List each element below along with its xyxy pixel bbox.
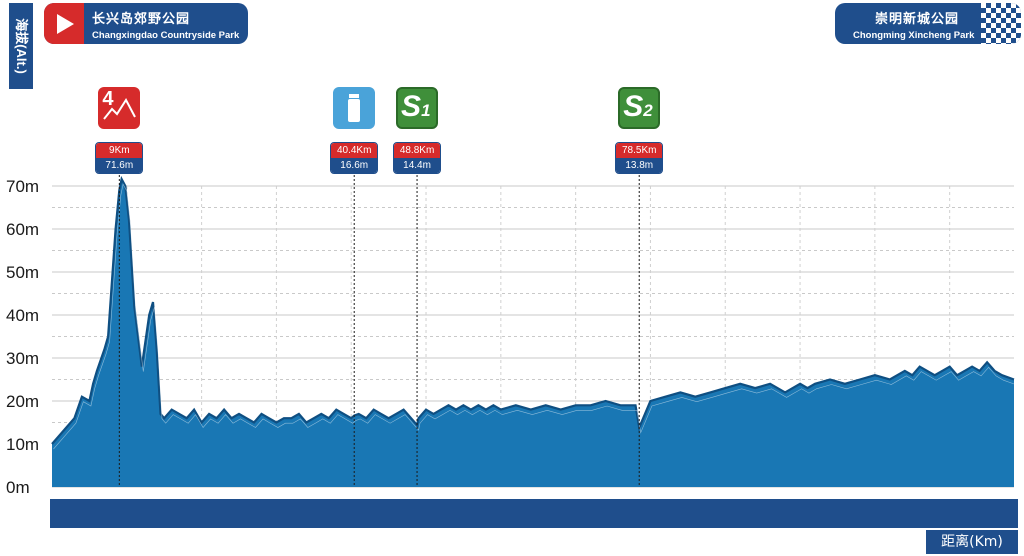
x-axis-bar [50, 499, 1018, 528]
checkered-flag-icon [981, 3, 1021, 44]
sprint-number: S1 [401, 90, 431, 123]
start-location-badge: 长兴岛郊野公园 Changxingdao Countryside Park [44, 3, 248, 44]
start-flag-icon [44, 3, 84, 44]
waypoint-label: 40.4Km 16.6m [330, 142, 379, 174]
y-tick-label: 40m [6, 306, 39, 325]
waypoint-label: 48.8Km 14.4m [393, 142, 442, 174]
y-axis-title-box: 海拔(Alt.) [9, 3, 33, 89]
elevation-area [52, 179, 1014, 487]
waypoint-altitude: 14.4m [394, 158, 441, 173]
sprint-icon: S1 [396, 87, 439, 129]
waypoint-km: 48.8Km [394, 143, 441, 158]
x-axis-title: 距离(Km) [941, 534, 1003, 550]
start-name-en: Changxingdao Countryside Park [92, 30, 240, 41]
y-axis-title: 海拔(Alt.) [14, 18, 29, 74]
start-name-cn: 长兴岛郊野公园 [92, 11, 191, 26]
waypoint-km: 9Km [96, 143, 143, 158]
y-tick-label: 50m [6, 263, 39, 282]
x-axis-title-box: 距离(Km) [926, 530, 1018, 554]
finish-name-cn: 崇明新城公园 [875, 11, 960, 26]
y-tick-label: 70m [6, 177, 39, 196]
finish-name-en: Chongming Xincheng Park [853, 30, 975, 41]
waypoint-lines [118, 175, 640, 487]
y-tick-label: 0m [6, 478, 30, 497]
finish-location-badge: 崇明新城公园 Chongming Xincheng Park [835, 3, 1021, 44]
y-tick-label: 20m [6, 392, 39, 411]
waypoint-label: 9Km 71.6m [95, 142, 144, 174]
y-axis-ticks: 0m 10m 20m 30m 40m 50m 60m 70m [6, 177, 39, 497]
y-tick-label: 30m [6, 349, 39, 368]
y-tick-label: 60m [6, 220, 39, 239]
waypoint-altitude: 71.6m [96, 158, 143, 173]
climb-category: 4 [102, 88, 114, 110]
waypoint-label: 78.5Km 13.8m [615, 142, 664, 174]
sprint-number: S2 [623, 90, 653, 123]
waypoint-altitude: 13.8m [616, 158, 663, 173]
elevation-line [51, 175, 1015, 445]
waypoint-km: 40.4Km [331, 143, 378, 158]
elevation-highlight [53, 183, 1016, 450]
elevation-profile [51, 175, 1016, 487]
water-bottle-icon [333, 87, 376, 129]
y-tick-label: 10m [6, 435, 39, 454]
waypoint-altitude: 16.6m [331, 158, 378, 173]
mountain-climb-icon: 4 [98, 87, 141, 129]
waypoint-km: 78.5Km [616, 143, 663, 158]
sprint-icon: S2 [618, 87, 661, 129]
